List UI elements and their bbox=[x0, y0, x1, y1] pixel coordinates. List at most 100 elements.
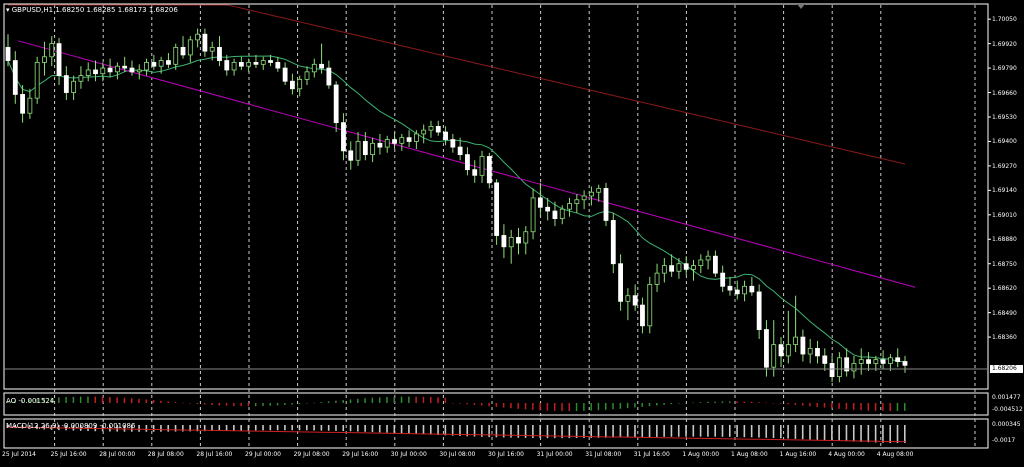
macd-bar bbox=[677, 425, 680, 437]
macd-bar bbox=[896, 425, 899, 443]
ao-bar bbox=[196, 403, 199, 405]
ao-bar bbox=[838, 403, 840, 409]
candle-body bbox=[501, 235, 507, 248]
ao-bar bbox=[72, 396, 75, 403]
price-label: 1.69530 bbox=[992, 113, 1017, 121]
ao-bar bbox=[36, 398, 38, 403]
ao-bar bbox=[313, 402, 315, 404]
macd-bar bbox=[422, 425, 425, 435]
candle-body bbox=[129, 67, 135, 73]
macd-bar bbox=[451, 425, 454, 436]
time-label: 4 Aug 08:00 bbox=[876, 451, 914, 458]
macd-bar bbox=[524, 425, 527, 438]
ao-bar bbox=[823, 403, 826, 408]
macd-bar bbox=[269, 425, 272, 431]
macd-bar bbox=[109, 425, 111, 432]
ao-bar bbox=[663, 403, 665, 405]
macd-bar bbox=[313, 425, 315, 431]
ao-bar bbox=[218, 403, 220, 406]
ao-bar bbox=[736, 401, 738, 403]
ao-bar bbox=[874, 403, 877, 411]
macd-bar bbox=[298, 425, 301, 431]
ao-bar bbox=[174, 402, 177, 403]
ao-bar bbox=[189, 403, 191, 404]
price-label: 1.68490 bbox=[992, 309, 1017, 317]
candle-body bbox=[778, 344, 784, 357]
candle-body bbox=[27, 97, 33, 114]
time-label: 1 Aug 00:00 bbox=[682, 451, 720, 458]
macd-bar bbox=[400, 425, 403, 434]
macd-bar bbox=[408, 425, 410, 434]
ao-bar bbox=[182, 402, 184, 404]
macd-bar bbox=[750, 425, 753, 438]
ao-bar bbox=[28, 399, 31, 403]
ao-bar bbox=[772, 403, 775, 404]
ao-bar bbox=[780, 403, 782, 404]
candle-body bbox=[85, 69, 91, 77]
macd-bar bbox=[670, 425, 673, 437]
ao-bar bbox=[276, 403, 279, 406]
ao-bar bbox=[546, 403, 549, 411]
macd-bar bbox=[145, 425, 148, 432]
ao-bar bbox=[386, 397, 388, 403]
macd-axis-bottom: -0.0017 bbox=[992, 437, 1016, 444]
candle-body bbox=[217, 46, 222, 61]
macd-bar bbox=[641, 425, 644, 438]
candle-body bbox=[428, 125, 434, 131]
ao-bar bbox=[291, 403, 293, 405]
ao-bar bbox=[342, 400, 344, 403]
macd-bar bbox=[211, 425, 213, 432]
macd-bar bbox=[28, 425, 31, 429]
candle-body bbox=[107, 67, 113, 73]
macd-bar bbox=[437, 425, 439, 436]
candle-body bbox=[355, 141, 361, 161]
macd-bar bbox=[284, 425, 286, 431]
candle-body bbox=[173, 46, 179, 65]
candle-body bbox=[311, 63, 317, 73]
candle-body bbox=[122, 65, 128, 69]
candle-body bbox=[297, 78, 303, 90]
macd-bar bbox=[254, 425, 257, 431]
candle-body bbox=[596, 188, 602, 193]
ao-bar bbox=[809, 403, 811, 407]
candle-body bbox=[114, 65, 120, 73]
candle-body bbox=[873, 359, 879, 364]
ao-bar bbox=[648, 403, 651, 407]
candle-body bbox=[720, 272, 726, 287]
macd-bar bbox=[867, 425, 870, 443]
ao-bar bbox=[123, 397, 126, 403]
macd-bar bbox=[692, 425, 695, 437]
macd-bar bbox=[882, 425, 884, 443]
price-label: 1.69010 bbox=[992, 211, 1017, 219]
macd-bar bbox=[386, 425, 388, 433]
candle-body bbox=[209, 46, 215, 52]
window-menu-icon[interactable]: ▾ bbox=[6, 6, 12, 14]
candle-body bbox=[742, 285, 747, 295]
macd-bar bbox=[429, 425, 432, 435]
ao-bar bbox=[466, 403, 468, 405]
ao-bar bbox=[109, 397, 111, 403]
candle-body bbox=[902, 361, 908, 366]
ao-bar bbox=[87, 396, 89, 403]
macd-signal-line bbox=[7, 426, 906, 443]
ao-bar bbox=[167, 401, 169, 403]
chart-header: ▾ GBPUSD,H1 1.68250 1.68285 1.68173 1.68… bbox=[6, 6, 178, 14]
ao-bar bbox=[364, 398, 366, 403]
ao-axis-top: 0.001477 bbox=[992, 394, 1021, 401]
candle-body bbox=[144, 62, 149, 71]
macd-bar bbox=[765, 425, 768, 438]
candle-body bbox=[712, 255, 718, 274]
time-label: 31 Jul 16:00 bbox=[633, 451, 670, 458]
ao-bar bbox=[889, 403, 891, 411]
candle-body bbox=[187, 39, 193, 56]
macd-bar bbox=[648, 425, 651, 438]
candle-body bbox=[858, 359, 864, 364]
candle-body bbox=[304, 71, 310, 80]
macd-bar bbox=[196, 425, 199, 432]
ao-bar bbox=[408, 396, 410, 403]
ao-bar bbox=[816, 403, 818, 407]
candle-body bbox=[785, 344, 791, 357]
macd-bar bbox=[743, 425, 746, 438]
